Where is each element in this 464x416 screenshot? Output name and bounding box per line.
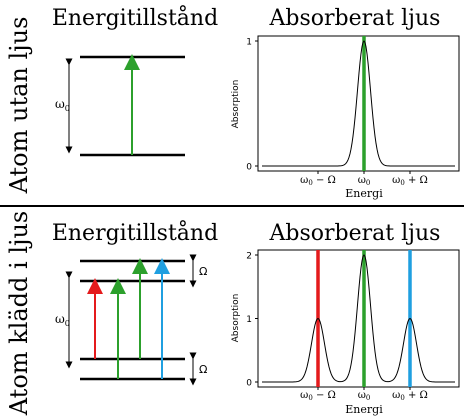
top-plot-frame <box>257 35 460 172</box>
xtick-label: ω0 + Ω <box>392 175 428 187</box>
top-yticks: 01 <box>246 38 258 173</box>
bottom-absorb-title: Absorberat ljus <box>269 221 441 246</box>
top-energy-title: Energitillstånd <box>52 4 218 31</box>
top-row-label: Atom utan ljus <box>5 17 33 195</box>
xtick-label: ω0 − Ω <box>300 175 336 187</box>
bottom-ylabel: Absorption <box>231 294 241 343</box>
split-label-lower: Ω <box>199 363 207 376</box>
top-omega-label: ω0 <box>55 97 70 113</box>
xtick-label: ω0 <box>358 390 371 402</box>
xtick-label: ω0 <box>358 175 371 187</box>
top-row: Atom utan ljus Energitillstånd Absorbera… <box>5 4 460 200</box>
bottom-absorption-curve <box>262 254 455 383</box>
xtick-label: ω0 − Ω <box>300 390 336 402</box>
bottom-row: Atom klädd i ljus Energitillstånd Absorb… <box>5 211 460 416</box>
bottom-omega-label: ω0 <box>55 312 70 328</box>
bottom-row-label: Atom klädd i ljus <box>5 211 33 416</box>
bottom-plot-frame <box>257 249 460 388</box>
xtick-label: ω0 + Ω <box>392 390 428 402</box>
bottom-energy-title: Energitillstånd <box>52 219 218 246</box>
top-absorption-curve <box>262 40 455 167</box>
split-label-upper: Ω <box>199 265 207 278</box>
bottom-yticks: 0 1 2 <box>246 252 258 389</box>
ytick-label: 0 <box>246 379 252 389</box>
top-ylabel: Absorption <box>231 80 241 129</box>
top-absorb-title: Absorberat ljus <box>269 6 441 31</box>
bottom-xlabel: Energi <box>345 403 383 416</box>
ytick-label: 1 <box>246 315 252 325</box>
bottom-markers <box>316 250 412 387</box>
top-xlabel: Energi <box>345 187 383 200</box>
ytick-label: 2 <box>246 252 252 262</box>
ytick-label: 1 <box>246 38 252 48</box>
top-xticks: ω0 − Ω ω0 ω0 + Ω <box>300 171 428 187</box>
ytick-label: 0 <box>246 163 252 173</box>
bottom-xticks: ω0 − Ω ω0 ω0 + Ω <box>300 387 428 402</box>
